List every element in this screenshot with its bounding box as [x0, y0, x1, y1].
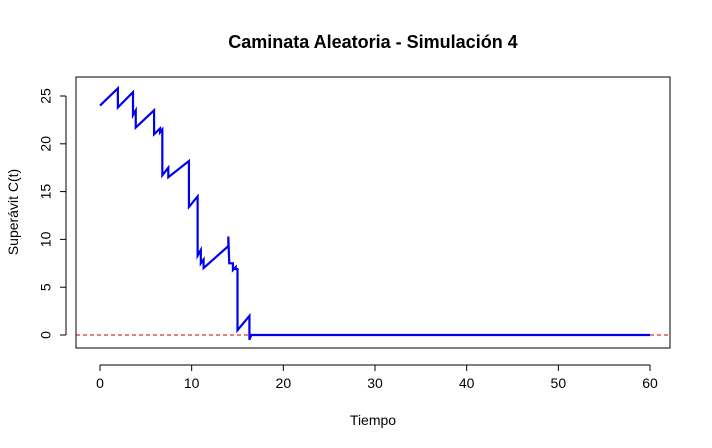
- y-axis: 0 5 10 15 20 25: [38, 88, 67, 339]
- y-tick-label: 0: [38, 331, 54, 339]
- y-tick-label: 5: [38, 283, 54, 291]
- chart-title: Caminata Aleatoria - Simulación 4: [228, 32, 517, 52]
- y-axis-label: Superávit C(t): [5, 169, 21, 255]
- x-tick-label: 30: [367, 375, 383, 391]
- y-tick-label: 25: [38, 88, 54, 104]
- x-axis-label: Tiempo: [350, 412, 396, 428]
- plot-frame: [75, 76, 671, 349]
- x-tick-label: 0: [96, 375, 104, 391]
- x-tick-label: 40: [459, 375, 475, 391]
- y-tick-label: 15: [38, 184, 54, 200]
- x-tick-label: 10: [184, 375, 200, 391]
- x-axis: 0 10 20 30 40 50 60: [96, 364, 658, 391]
- x-tick-label: 60: [642, 375, 658, 391]
- x-tick-label: 50: [551, 375, 567, 391]
- y-tick-label: 20: [38, 136, 54, 152]
- series-line-1: [99, 85, 650, 341]
- series-group: [99, 85, 650, 341]
- x-tick-label: 20: [276, 375, 292, 391]
- y-tick-label: 10: [38, 231, 54, 247]
